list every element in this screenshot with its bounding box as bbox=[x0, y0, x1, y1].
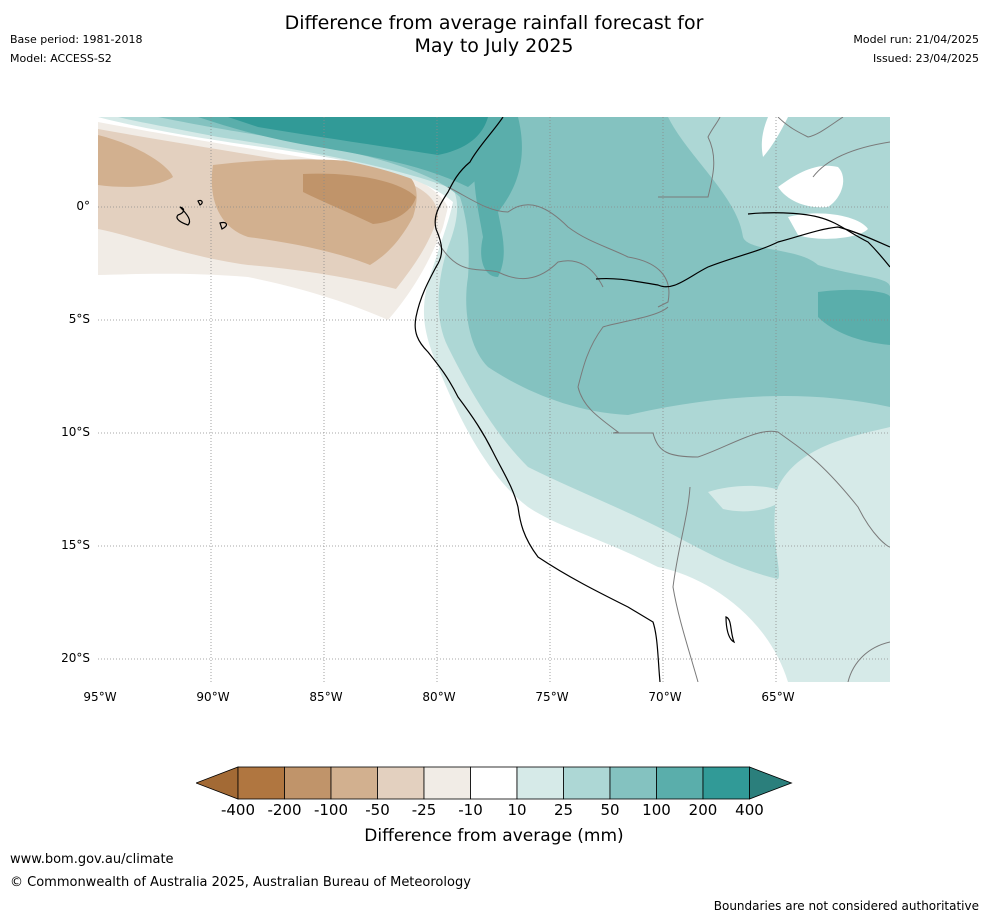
colorbar-cell bbox=[237, 766, 285, 800]
colorbar-cell bbox=[609, 766, 657, 800]
lat-label-10s: 10°S bbox=[61, 425, 90, 439]
colorbar-tick-label: 10 bbox=[507, 801, 527, 819]
colorbar-tick-label: 25 bbox=[553, 801, 574, 819]
colorbar-cell bbox=[656, 766, 704, 800]
title-line-1: Difference from average rainfall forecas… bbox=[284, 12, 704, 34]
colorbar-cell bbox=[470, 766, 518, 800]
rainfall-anomaly-map bbox=[98, 117, 890, 682]
wetter-zones bbox=[98, 117, 890, 682]
lon-label-90w: 90°W bbox=[196, 690, 230, 704]
model-run-text: Model run: 21/04/2025 bbox=[853, 33, 979, 46]
colorbar-tick-label: -400 bbox=[220, 801, 256, 819]
colorbar-extend-high bbox=[749, 766, 793, 800]
colorbar-title: Difference from average (mm) bbox=[364, 826, 624, 846]
graticule bbox=[98, 117, 890, 682]
colorbar-cell bbox=[284, 766, 332, 800]
colorbar-cell bbox=[330, 766, 378, 800]
colorbar-cells bbox=[196, 766, 793, 800]
colorbar-cell bbox=[702, 766, 750, 800]
colorbar-extend-low bbox=[196, 766, 239, 800]
lon-label-95w: 95°W bbox=[83, 690, 117, 704]
copyright-text: © Commonwealth of Australia 2025, Austra… bbox=[10, 875, 471, 890]
colorbar-tick-label: 200 bbox=[688, 801, 718, 819]
lon-label-85w: 85°W bbox=[309, 690, 343, 704]
colorbar-tick-label: -25 bbox=[411, 801, 437, 819]
colorbar-tick-label: 400 bbox=[735, 801, 764, 819]
issued-date-text: Issued: 23/04/2025 bbox=[872, 52, 979, 65]
lat-label-20s: 20°S bbox=[61, 651, 90, 665]
lat-label-5s: 5°S bbox=[68, 312, 90, 326]
colorbar-tick-label: -100 bbox=[313, 801, 349, 819]
title-line-2: May to July 2025 bbox=[414, 35, 574, 57]
map-title: Difference from average rainfall forecas… bbox=[0, 12, 988, 58]
colorbar-tick-label: 100 bbox=[642, 801, 671, 819]
lon-label-80w: 80°W bbox=[422, 690, 456, 704]
colorbar-tick-label: -50 bbox=[365, 801, 390, 819]
country-boundaries bbox=[437, 117, 890, 682]
colorbar-cell bbox=[423, 766, 471, 800]
base-period-text: Base period: 1981-2018 bbox=[10, 33, 143, 46]
coastline bbox=[176, 117, 890, 682]
model-name-text: Model: ACCESS-S2 bbox=[10, 52, 112, 65]
colorbar bbox=[196, 766, 793, 800]
colorbar-tick-label: -10 bbox=[458, 801, 483, 819]
lon-label-70w: 70°W bbox=[648, 690, 682, 704]
website-link[interactable]: www.bom.gov.au/climate bbox=[10, 852, 174, 867]
lat-label-0: 0° bbox=[76, 199, 90, 213]
colorbar-cell bbox=[516, 766, 564, 800]
lat-label-15s: 15°S bbox=[61, 538, 90, 552]
lon-label-65w: 65°W bbox=[761, 690, 795, 704]
colorbar-tick-label: 50 bbox=[600, 801, 620, 819]
colorbar-cell bbox=[377, 766, 425, 800]
lon-label-75w: 75°W bbox=[535, 690, 569, 704]
boundaries-disclaimer: Boundaries are not considered authoritat… bbox=[713, 899, 979, 913]
colorbar-tick-label: -200 bbox=[267, 801, 302, 819]
colorbar-cell bbox=[563, 766, 611, 800]
